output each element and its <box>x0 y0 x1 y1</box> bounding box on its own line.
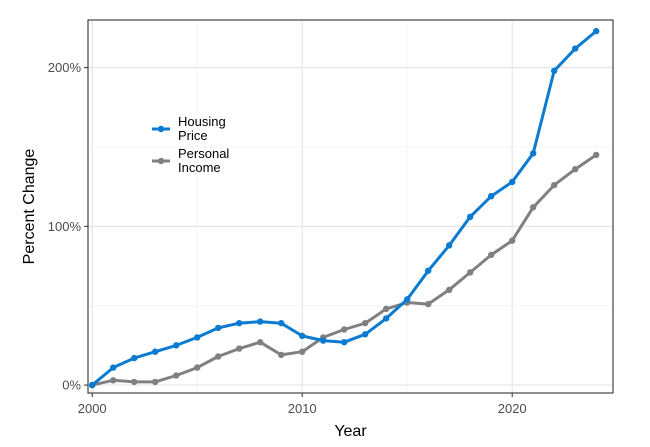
legend: Housing Price Personal Income <box>152 114 229 175</box>
data-point-housing-price <box>383 315 390 322</box>
data-point-personal-income <box>488 251 495 259</box>
data-point-personal-income <box>152 378 159 386</box>
legend-label-personal-income: Personal Income <box>178 146 229 175</box>
legend-key-marker <box>157 125 165 133</box>
data-point-personal-income <box>446 286 453 294</box>
data-point-housing-price <box>278 319 285 327</box>
data-point-housing-price <box>572 45 579 52</box>
data-point-personal-income <box>194 364 201 371</box>
plot-panel-border <box>87 19 614 394</box>
x-tick-label: 2010 <box>288 401 317 416</box>
data-point-housing-price <box>236 319 243 327</box>
x-tick-label: 2020 <box>498 401 527 416</box>
data-point-housing-price <box>551 67 558 74</box>
legend-key-personal-income <box>152 157 170 165</box>
series-personal-income <box>89 151 600 389</box>
data-point-personal-income <box>362 319 369 327</box>
legend-key-housing-price <box>152 125 170 133</box>
data-point-housing-price <box>509 178 516 186</box>
data-point-housing-price <box>404 296 411 303</box>
data-point-housing-price <box>257 318 264 325</box>
y-tick-label: 0% <box>62 378 81 393</box>
data-point-personal-income <box>110 377 117 384</box>
data-point-personal-income <box>236 345 243 352</box>
series-layer <box>89 27 600 389</box>
data-point-personal-income <box>215 353 222 360</box>
data-point-housing-price <box>110 364 117 371</box>
data-point-personal-income <box>383 305 390 313</box>
data-point-housing-price <box>215 324 222 332</box>
legend-label-line: Personal <box>178 146 229 161</box>
data-point-housing-price <box>152 348 159 355</box>
data-point-housing-price <box>593 27 600 35</box>
y-tick-label: 100% <box>48 219 82 234</box>
data-point-personal-income <box>341 326 348 333</box>
data-point-housing-price <box>194 334 201 341</box>
data-point-personal-income <box>299 348 306 355</box>
legend-label-line: Price <box>178 128 208 143</box>
legend-key-marker <box>157 157 165 165</box>
data-point-personal-income <box>509 237 516 244</box>
data-point-housing-price <box>131 354 138 362</box>
data-point-housing-price <box>89 381 96 389</box>
data-point-personal-income <box>278 351 285 359</box>
data-point-housing-price <box>299 332 306 340</box>
grid-layer <box>88 20 613 393</box>
series-line-personal-income <box>90 153 598 387</box>
data-point-personal-income <box>530 204 537 211</box>
data-point-housing-price <box>530 150 537 157</box>
data-point-housing-price <box>446 242 453 249</box>
data-point-personal-income <box>551 181 558 189</box>
data-point-personal-income <box>572 166 579 173</box>
data-point-housing-price <box>467 213 474 221</box>
x-tick-label: 2000 <box>78 401 107 416</box>
x-axis-title: Year <box>334 423 367 440</box>
legend-label-line: Housing <box>178 114 226 129</box>
data-point-housing-price <box>425 267 432 274</box>
data-point-personal-income <box>467 269 474 276</box>
series-housing-price <box>89 27 600 389</box>
y-tick-label: 200% <box>48 60 82 75</box>
data-point-personal-income <box>173 372 180 379</box>
data-point-personal-income <box>593 151 600 159</box>
legend-label-line: Income <box>178 160 221 175</box>
legend-label-housing-price: Housing Price <box>178 114 226 143</box>
data-point-personal-income <box>257 339 264 346</box>
data-point-housing-price <box>488 192 495 200</box>
y-axis-title: Percent Change <box>21 149 38 265</box>
axis-layer: 2000 2010 2020 0% 100% 200% <box>48 60 527 416</box>
data-point-housing-price <box>341 339 348 346</box>
data-point-housing-price <box>173 342 180 349</box>
data-point-personal-income <box>425 300 432 308</box>
data-point-housing-price <box>362 331 369 338</box>
data-point-personal-income <box>131 378 138 386</box>
data-point-housing-price <box>320 337 327 344</box>
